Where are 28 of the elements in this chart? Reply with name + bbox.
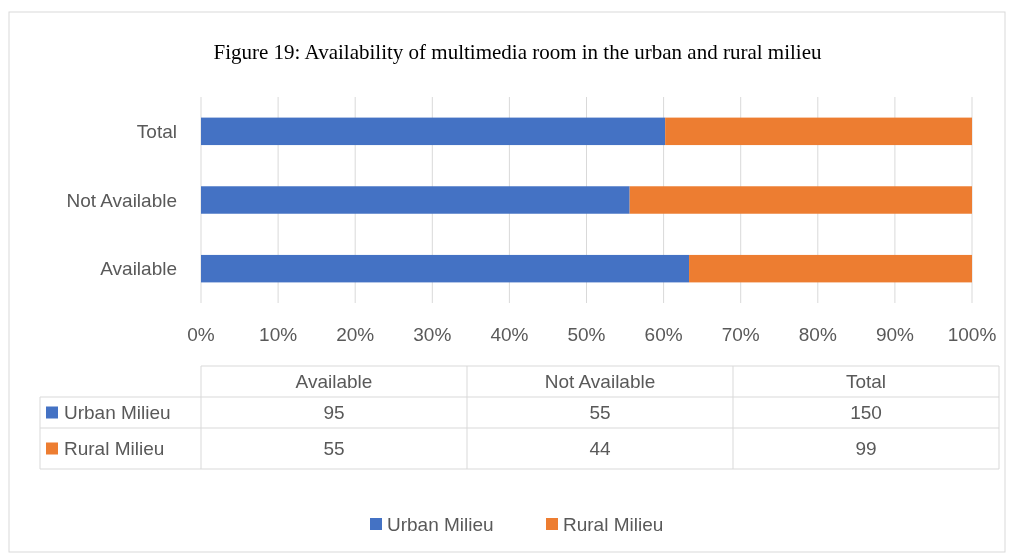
x-tick-label: 70% xyxy=(721,324,760,345)
x-tick-label: 20% xyxy=(336,324,375,345)
text: 95 xyxy=(323,402,345,424)
y-tick-label: Not Available xyxy=(66,189,177,211)
category-label: Total xyxy=(845,371,887,393)
x-tick-label: 100% xyxy=(947,324,997,345)
category-label: Available xyxy=(295,371,373,393)
text: Urban Milieu xyxy=(387,513,494,535)
text: 44 xyxy=(589,438,611,460)
text: 99 xyxy=(855,438,877,460)
x-tick-label: 30% xyxy=(413,324,452,345)
x-tick-label: 60% xyxy=(644,324,683,345)
text: 55 xyxy=(589,402,611,424)
x-tick-label: 0% xyxy=(187,324,215,345)
y-tick-label: Available xyxy=(100,258,177,280)
x-tick-label: 10% xyxy=(259,324,298,345)
category-label: Not Available xyxy=(544,371,656,393)
y-tick-label: Total xyxy=(136,120,177,142)
x-tick-label: 80% xyxy=(798,324,837,345)
x-tick-label: 90% xyxy=(875,324,915,345)
x-tick-label: 50% xyxy=(567,324,606,345)
legend-label: Urban Milieu xyxy=(64,402,171,424)
text: Rural Milieu xyxy=(64,438,165,460)
text: 150 xyxy=(850,402,882,424)
text: 55 xyxy=(323,438,345,460)
legend-label: Rural Milieu xyxy=(563,513,664,535)
x-tick-label: 40% xyxy=(490,324,529,345)
chart-title: Figure 19: Availability of multimedia room in the urban and rural milieu xyxy=(213,40,822,64)
